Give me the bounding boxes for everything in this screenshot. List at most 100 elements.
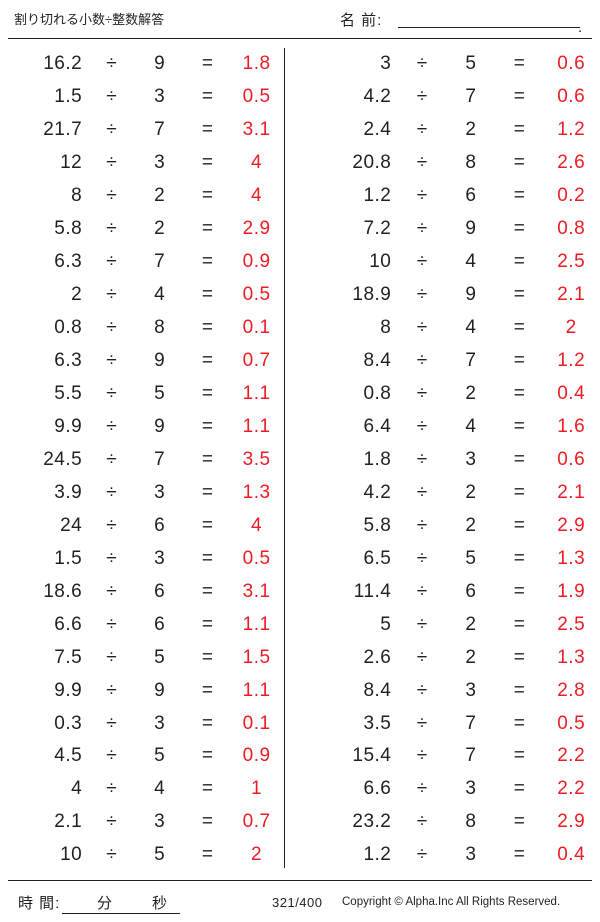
divisor: 5 xyxy=(465,53,477,75)
divisor: 8 xyxy=(154,317,166,339)
answer: 2.2 xyxy=(557,778,586,800)
answer: 2.6 xyxy=(557,152,586,174)
answer: 0.6 xyxy=(557,86,586,108)
answer: 2.5 xyxy=(557,613,586,635)
answer: 0.6 xyxy=(557,53,586,75)
problem-row: 2.1 ÷ 3 = 0.7 xyxy=(0,806,284,839)
answer: 0.5 xyxy=(242,547,271,569)
problem-row: 0.3 ÷ 3 = 0.1 xyxy=(0,707,284,740)
problem-row: 8 ÷ 2 = 4 xyxy=(0,180,284,213)
divide-icon: ÷ xyxy=(416,284,428,306)
dividend: 6.5 xyxy=(363,547,392,569)
dividend: 1.2 xyxy=(363,844,392,866)
equals-icon: = xyxy=(201,646,214,668)
divide-icon: ÷ xyxy=(106,86,118,108)
problem-row: 6.5 ÷ 5 = 1.3 xyxy=(300,542,600,575)
answer: 1.3 xyxy=(557,547,586,569)
equals-icon: = xyxy=(513,185,526,207)
equals-icon: = xyxy=(201,811,214,833)
divisor: 3 xyxy=(154,547,166,569)
divisor: 7 xyxy=(465,712,477,734)
divide-icon: ÷ xyxy=(106,317,118,339)
problem-row: 1.5 ÷ 3 = 0.5 xyxy=(0,81,284,114)
divisor: 2 xyxy=(465,383,477,404)
answer: 0.5 xyxy=(242,86,271,108)
divide-icon: ÷ xyxy=(106,481,118,503)
equals-icon: = xyxy=(201,350,214,372)
divide-icon: ÷ xyxy=(416,448,428,470)
divide-icon: ÷ xyxy=(416,383,428,404)
divide-icon: ÷ xyxy=(106,415,118,437)
name-write-line[interactable] xyxy=(398,27,580,28)
header-divider-line xyxy=(8,38,592,39)
divide-icon: ÷ xyxy=(106,119,118,141)
problem-row: 12 ÷ 3 = 4 xyxy=(0,147,284,180)
equals-icon: = xyxy=(201,284,214,306)
page-title: 割り切れる小数÷整数解答 xyxy=(14,12,165,27)
problem-row: 6.6 ÷ 6 = 1.1 xyxy=(0,608,284,641)
dividend: 18.6 xyxy=(43,580,83,602)
answer: 3.1 xyxy=(242,119,271,141)
answer: 1.2 xyxy=(557,350,586,372)
dividend: 10 xyxy=(60,844,83,866)
dividend: 24.5 xyxy=(43,448,83,470)
answer: 2.1 xyxy=(557,481,586,503)
equals-icon: = xyxy=(513,448,526,470)
equals-icon: = xyxy=(513,547,526,569)
dividend: 5.5 xyxy=(54,383,83,404)
answer: 0.6 xyxy=(557,448,586,470)
equals-icon: = xyxy=(513,251,526,273)
answer: 2.9 xyxy=(557,514,586,536)
divide-icon: ÷ xyxy=(106,448,118,470)
divide-icon: ÷ xyxy=(416,745,428,767)
divide-icon: ÷ xyxy=(106,613,118,635)
dividend: 2.4 xyxy=(363,119,392,141)
time-write-line[interactable] xyxy=(62,913,180,914)
answer: 2.9 xyxy=(557,811,586,833)
divisor: 4 xyxy=(465,415,477,437)
dividend: 21.7 xyxy=(43,119,83,141)
divide-icon: ÷ xyxy=(106,646,118,668)
answer: 0.5 xyxy=(242,284,271,306)
divisor: 3 xyxy=(465,844,477,866)
dividend: 2 xyxy=(71,284,83,306)
problem-row: 7.2 ÷ 9 = 0.8 xyxy=(300,213,600,246)
answer: 2.2 xyxy=(557,745,586,767)
divide-icon: ÷ xyxy=(416,712,428,734)
divide-icon: ÷ xyxy=(106,547,118,569)
dividend: 9.9 xyxy=(54,679,83,701)
dividend: 20.8 xyxy=(352,152,392,174)
divide-icon: ÷ xyxy=(106,745,118,767)
answer: 4 xyxy=(251,152,263,174)
divide-icon: ÷ xyxy=(106,679,118,701)
dividend: 18.9 xyxy=(352,284,392,306)
equals-icon: = xyxy=(201,53,214,75)
divisor: 7 xyxy=(154,448,166,470)
equals-icon: = xyxy=(201,580,214,602)
column-divider-line xyxy=(284,48,285,868)
equals-icon: = xyxy=(201,415,214,437)
divisor: 4 xyxy=(465,317,477,339)
divisor: 6 xyxy=(154,514,166,536)
dividend: 16.2 xyxy=(43,53,83,75)
answer: 2.5 xyxy=(557,251,586,273)
divide-icon: ÷ xyxy=(106,53,118,75)
answer: 4 xyxy=(251,185,263,207)
divide-icon: ÷ xyxy=(416,251,428,273)
answer: 0.9 xyxy=(242,251,271,273)
divisor: 3 xyxy=(154,811,166,833)
answer: 1.1 xyxy=(242,383,271,404)
answer: 0.4 xyxy=(557,383,586,404)
divide-icon: ÷ xyxy=(416,218,428,240)
dividend: 11.4 xyxy=(353,580,392,602)
answer: 4 xyxy=(251,514,263,536)
problem-row: 3 ÷ 5 = 0.6 xyxy=(300,48,600,81)
divide-icon: ÷ xyxy=(416,613,428,635)
divisor: 3 xyxy=(154,86,166,108)
divisor: 7 xyxy=(154,119,166,141)
divide-icon: ÷ xyxy=(106,383,118,404)
equals-icon: = xyxy=(201,712,214,734)
dividend: 7.5 xyxy=(54,646,83,668)
divide-icon: ÷ xyxy=(106,152,118,174)
answer: 1.1 xyxy=(242,415,271,437)
